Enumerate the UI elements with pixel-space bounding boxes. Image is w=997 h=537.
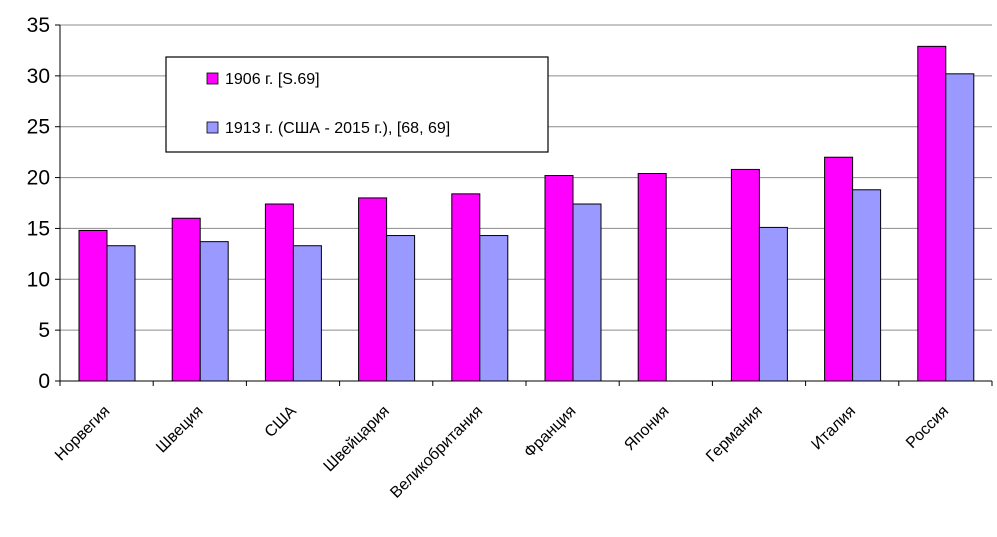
bar-series-2 (945, 73, 975, 382)
bar-series-2 (386, 235, 416, 382)
legend-swatch-series-2 (206, 121, 219, 134)
y-tick-label: 0 (38, 370, 50, 393)
bar-series-1 (78, 229, 108, 382)
y-tick-label: 15 (27, 217, 50, 240)
bar-series-2 (852, 189, 882, 382)
bar-series-2 (572, 203, 602, 382)
legend-label-series-2: 1913 г. (США - 2015 г.), [68, 69] (225, 120, 450, 137)
x-tick-label: Франция (521, 403, 579, 461)
bars (78, 45, 975, 382)
legend: 1906 г. [S.69] 1913 г. (США - 2015 г.), … (165, 56, 549, 153)
y-tick-labels: 0 5 10 15 20 25 30 35 (27, 14, 50, 393)
legend-swatch-series-1 (206, 72, 219, 85)
axes (55, 24, 993, 386)
legend-box (165, 56, 549, 153)
bar-series-1 (451, 193, 481, 382)
bar-series-2 (199, 241, 229, 382)
bar-series-1 (171, 217, 201, 382)
y-tick-label: 5 (38, 319, 50, 342)
y-tick-label: 10 (27, 268, 50, 291)
x-tick-label: Россия (903, 403, 952, 452)
bar-series-1 (637, 173, 667, 382)
y-tick-label: 30 (27, 65, 50, 88)
x-tick-label: США (262, 403, 300, 441)
x-tick-label: Швеция (153, 403, 206, 456)
bar-series-2 (292, 245, 322, 382)
y-tick-label: 20 (27, 167, 50, 190)
legend-label-series-1: 1906 г. [S.69] (225, 71, 320, 88)
bar-series-1 (544, 175, 574, 382)
bar-series-1 (824, 156, 854, 382)
x-tick-label: Италия (808, 403, 859, 454)
x-tick-labels: Норвегия Швеция США ШвейцарияВеликобритания… (52, 403, 952, 502)
bar-series-2 (758, 226, 788, 382)
bar-series-2 (479, 235, 509, 382)
bar-series-2 (106, 245, 136, 382)
bar-series-1 (917, 45, 947, 382)
y-tick-label: 35 (27, 14, 50, 37)
x-tick-label: Норвегия (52, 403, 114, 465)
bar-series-1 (730, 168, 760, 382)
bar-series-1 (264, 203, 294, 382)
bar-series-1 (358, 197, 388, 382)
y-tick-label: 25 (27, 116, 50, 139)
x-tick-label: Швейцария (321, 403, 393, 475)
x-tick-label: Германия (703, 403, 766, 466)
x-tick-label: Япония (621, 403, 672, 454)
x-tick-label: Великобритания (387, 403, 486, 502)
